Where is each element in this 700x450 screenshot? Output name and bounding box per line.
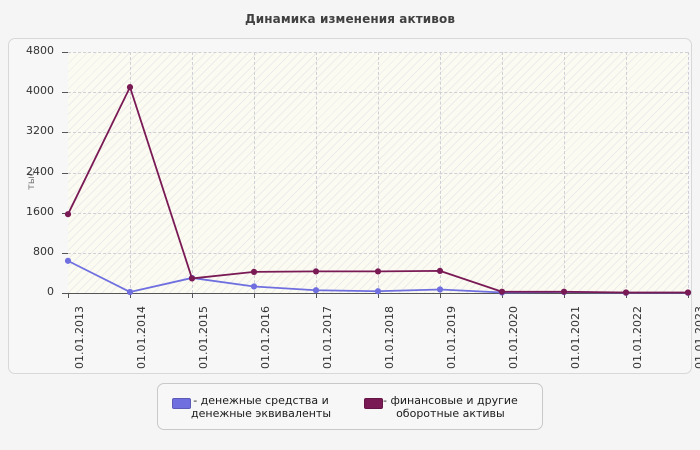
- y-tick-label: 1600: [26, 204, 54, 218]
- data-point[interactable]: [436, 267, 444, 275]
- x-tick-mark: [254, 293, 255, 298]
- x-tick-mark: [440, 293, 441, 298]
- series-layer: [64, 84, 692, 296]
- data-point[interactable]: [312, 287, 320, 294]
- page-title: Динамика изменения активов: [244, 12, 456, 26]
- x-tick-label: 01.01.2013: [73, 306, 86, 369]
- x-tick-label: 01.01.2015: [197, 306, 210, 369]
- x-tick-label: 01.01.2014: [135, 306, 148, 369]
- y-tick-mark: [62, 172, 68, 174]
- x-tick-label: 01.01.2022: [631, 306, 644, 369]
- gridline-vertical: [502, 52, 503, 293]
- y-tick-label: 4000: [26, 84, 54, 98]
- y-tick-label: 0: [47, 285, 54, 298]
- y-tick-label: 4800: [26, 44, 54, 57]
- gridline-vertical: [192, 52, 193, 293]
- y-tick-mark: [62, 132, 68, 134]
- x-tick-mark: [378, 293, 379, 298]
- gridline-vertical: [688, 52, 689, 293]
- legend-swatch-financial: [364, 397, 383, 409]
- gridline-vertical: [316, 52, 317, 293]
- gridline-vertical: [564, 52, 565, 293]
- legend: - денежные средства и денежные эквивален…: [157, 383, 543, 430]
- y-tick-mark: [62, 252, 68, 254]
- x-tick-label: 01.01.2018: [383, 306, 396, 369]
- y-tick-label: 800: [33, 244, 54, 258]
- data-point[interactable]: [64, 257, 72, 264]
- data-point[interactable]: [622, 289, 630, 296]
- series-line-0: [67, 260, 688, 294]
- data-point[interactable]: [684, 289, 692, 296]
- x-tick-mark: [130, 293, 131, 298]
- y-tick-mark: [62, 293, 68, 294]
- legend-label-cash-line1: - денежные средства и: [193, 393, 329, 407]
- plot-area: [64, 52, 692, 296]
- legend-label-financial: - финансовые и другие оборотные активы: [383, 394, 518, 420]
- y-tick-label: 2400: [26, 164, 54, 178]
- data-point[interactable]: [126, 84, 134, 91]
- data-point[interactable]: [374, 268, 382, 275]
- x-tick-label: 01.01.2019: [445, 306, 458, 369]
- x-tick-label: 01.01.2021: [569, 306, 582, 369]
- x-tick-label: 01.01.2016: [259, 306, 272, 369]
- gridline-vertical: [626, 52, 627, 293]
- x-tick-label: 01.01.2023: [693, 306, 700, 369]
- data-point[interactable]: [498, 288, 506, 295]
- y-tick-mark: [62, 52, 68, 53]
- series-line-1: [67, 86, 688, 294]
- data-point[interactable]: [436, 286, 444, 293]
- x-tick-mark: [68, 293, 69, 298]
- gridline-vertical: [440, 52, 441, 293]
- x-tick-mark: [316, 293, 317, 298]
- legend-item-financial[interactable]: - финансовые и другие оборотные активы: [350, 394, 542, 420]
- data-point[interactable]: [64, 211, 72, 218]
- x-tick-mark: [192, 293, 193, 298]
- data-point[interactable]: [374, 288, 382, 295]
- data-point[interactable]: [250, 283, 258, 290]
- y-tick-mark: [62, 92, 68, 94]
- legend-label-cash-line2: денежные эквиваленты: [191, 406, 332, 420]
- data-point[interactable]: [250, 268, 258, 276]
- data-point[interactable]: [312, 268, 320, 275]
- x-tick-label: 01.01.2017: [321, 306, 334, 369]
- gridline-vertical: [378, 52, 379, 293]
- y-tick-mark: [62, 212, 68, 214]
- gridline-vertical: [254, 52, 255, 293]
- y-tick-label: 3200: [26, 124, 54, 138]
- legend-label-financial-line2: оборотные активы: [396, 406, 505, 420]
- x-tick-mark: [564, 293, 565, 298]
- legend-swatch-cash: [172, 397, 191, 409]
- legend-label-cash: - денежные средства и денежные эквивален…: [191, 394, 331, 420]
- legend-item-cash[interactable]: - денежные средства и денежные эквивален…: [158, 394, 350, 420]
- data-point[interactable]: [126, 288, 134, 296]
- gridline-vertical: [130, 52, 131, 293]
- legend-label-financial-line1: - финансовые и другие: [383, 393, 518, 407]
- data-point[interactable]: [560, 288, 568, 295]
- data-point[interactable]: [188, 275, 196, 282]
- x-tick-label: 01.01.2020: [507, 306, 520, 369]
